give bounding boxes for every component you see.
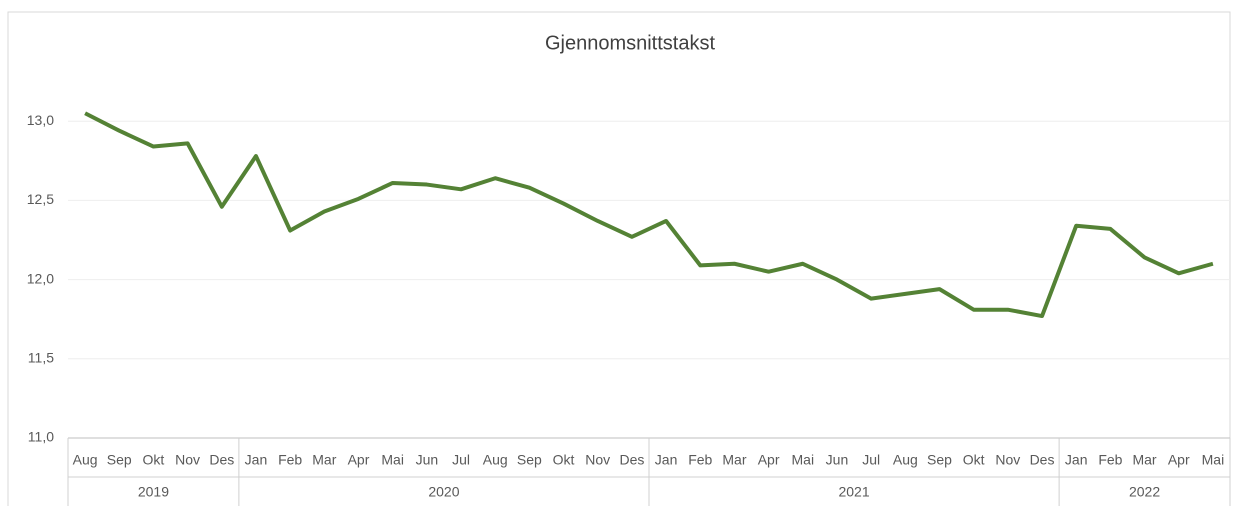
x-tick-label: Feb <box>1098 452 1122 468</box>
x-tick-label: Sep <box>517 452 542 468</box>
x-tick-label: Nov <box>995 452 1020 468</box>
x-tick-label: Jul <box>862 452 880 468</box>
x-tick-label: Mai <box>792 452 815 468</box>
x-tick-label: Jun <box>826 452 849 468</box>
x-tick-label: Okt <box>963 452 985 468</box>
x-tick-label: Mar <box>722 452 746 468</box>
x-tick-label: Jan <box>1065 452 1088 468</box>
x-tick-label: Des <box>619 452 644 468</box>
x-tick-label: Apr <box>348 452 370 468</box>
x-tick-label: Aug <box>483 452 508 468</box>
x-tick-label: Des <box>1030 452 1055 468</box>
x-tick-label: Nov <box>175 452 200 468</box>
x-group-label: 2020 <box>428 484 459 500</box>
x-tick-label: Sep <box>107 452 132 468</box>
x-tick-label: Des <box>209 452 234 468</box>
x-tick-label: Apr <box>758 452 780 468</box>
y-tick-label: 11,0 <box>28 429 54 445</box>
x-tick-label: Feb <box>688 452 712 468</box>
x-group-label: 2019 <box>138 484 169 500</box>
x-tick-label: Sep <box>927 452 952 468</box>
x-group-label: 2021 <box>838 484 869 500</box>
y-tick-label: 13,0 <box>27 112 54 128</box>
x-group-label: 2022 <box>1129 484 1160 500</box>
x-tick-label: Mai <box>1202 452 1225 468</box>
x-tick-label: Aug <box>73 452 98 468</box>
x-tick-label: Apr <box>1168 452 1190 468</box>
line-series <box>84 111 1214 319</box>
x-tick-label: Jan <box>245 452 268 468</box>
chart-title: Gjennomsnittstakst <box>545 32 716 54</box>
x-tick-label: Feb <box>278 452 302 468</box>
chart-border <box>7 11 1231 506</box>
x-tick-label: Jul <box>452 452 470 468</box>
x-tick-label: Jun <box>416 452 439 468</box>
x-tick-label: Mar <box>1132 452 1156 468</box>
x-tick-label: Okt <box>143 452 165 468</box>
x-tick-label: Mar <box>312 452 336 468</box>
y-tick-label: 12,5 <box>27 191 54 207</box>
x-tick-label: Jan <box>655 452 678 468</box>
x-tick-label: Okt <box>553 452 575 468</box>
x-tick-label: Aug <box>893 452 918 468</box>
y-tick-label: 12,0 <box>27 270 54 286</box>
x-tick-label: Mai <box>381 452 404 468</box>
x-tick-label: Nov <box>585 452 610 468</box>
y-tick-label: 11,5 <box>28 350 54 366</box>
